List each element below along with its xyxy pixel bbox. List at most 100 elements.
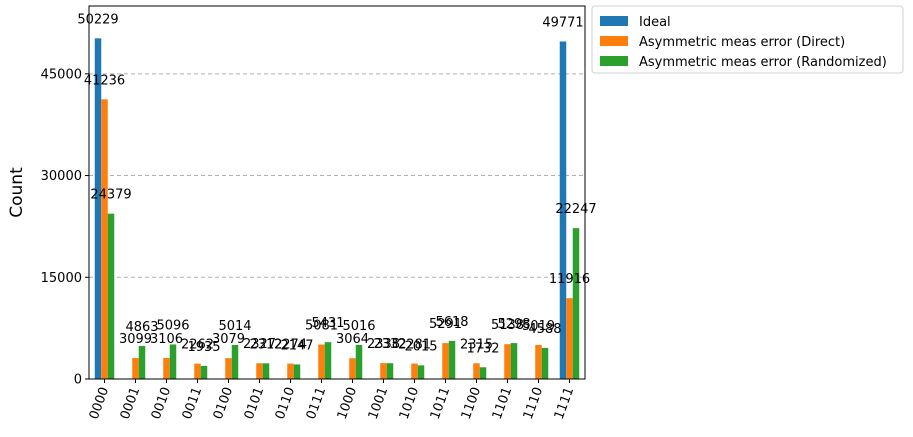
data-label: 50229 — [77, 12, 118, 27]
data-label: 41236 — [84, 73, 125, 88]
bar — [411, 363, 418, 379]
bar — [163, 357, 170, 379]
legend-box — [591, 5, 904, 74]
bar — [132, 357, 139, 379]
data-label: 3079 — [212, 332, 245, 347]
bar — [101, 99, 108, 380]
bar — [256, 363, 263, 379]
bar — [107, 213, 115, 379]
gridlines — [89, 73, 585, 278]
data-label: 5431 — [311, 316, 344, 331]
bar — [510, 343, 518, 379]
x-tick-label: 0111 — [304, 385, 329, 421]
x-tick-label: 1000 — [335, 385, 360, 421]
bar — [566, 298, 573, 379]
data-label: 5298 — [497, 317, 530, 332]
data-label: 2015 — [404, 339, 437, 354]
bar — [231, 344, 239, 379]
x-tick-label: 0010 — [149, 385, 174, 421]
bar — [380, 363, 387, 379]
bar — [349, 358, 356, 379]
x-tick-label: 1010 — [397, 385, 422, 421]
x-tick-label: 0101 — [242, 385, 267, 421]
x-tick-label: 1100 — [459, 385, 484, 421]
data-label: 3106 — [150, 332, 183, 347]
bar — [94, 38, 102, 380]
x-tick-label: 1001 — [366, 385, 391, 421]
data-label: 5016 — [342, 319, 375, 334]
x-tick-label: 0100 — [211, 385, 236, 421]
bar — [504, 344, 511, 379]
bar — [287, 363, 294, 379]
data-label: 5014 — [218, 319, 251, 334]
data-label: 5138 — [491, 318, 524, 333]
x-tick-label: 0011 — [180, 385, 205, 421]
bar — [535, 344, 542, 379]
bar — [572, 228, 580, 379]
data-label: 1732 — [466, 341, 499, 356]
bar — [448, 340, 456, 379]
y-tick-label: 45000 — [41, 67, 82, 82]
data-label: 5081 — [305, 319, 338, 334]
data-label: 5096 — [156, 318, 189, 333]
x-tick-label: 1111 — [552, 385, 577, 421]
y-axis: 0 15000 30000 45000 — [41, 67, 89, 388]
data-label: 2327 — [243, 337, 276, 352]
data-label: 24379 — [90, 188, 131, 203]
data-label: 3099 — [119, 332, 152, 347]
x-tick-label: 0001 — [118, 385, 143, 421]
bar — [442, 343, 449, 379]
x-axis: 0000 0001 0010 0011 0100 0101 0110 0111 1000 1001… — [87, 379, 577, 421]
legend-swatch — [600, 56, 628, 66]
x-tick-label: 1101 — [490, 385, 515, 421]
data-label: 5618 — [435, 315, 468, 330]
y-tick-label: 30000 — [41, 169, 82, 184]
bar — [479, 367, 487, 379]
bar — [169, 344, 177, 379]
data-label: 5019 — [522, 319, 555, 334]
legend-swatch — [600, 16, 628, 26]
legend-entry: Asymmetric meas error (Randomized) — [639, 55, 887, 70]
data-label: 3064 — [336, 332, 369, 347]
bar — [318, 344, 325, 379]
bar — [541, 347, 549, 379]
legend-entry: Ideal — [639, 15, 671, 30]
bar — [138, 346, 146, 379]
data-label: 22247 — [555, 202, 596, 217]
y-axis-label: Count — [7, 167, 27, 218]
x-tick-label: 1011 — [428, 385, 453, 421]
y-tick-label: 15000 — [41, 271, 82, 286]
bar — [355, 344, 363, 379]
data-label: 2147 — [280, 338, 313, 353]
bar — [417, 365, 425, 379]
bar — [324, 342, 332, 379]
x-tick-label: 1110 — [521, 385, 546, 421]
bars — [94, 38, 580, 380]
data-label: 2262 — [181, 338, 214, 353]
plot-frame — [88, 5, 586, 380]
data-label: 11916 — [549, 272, 590, 287]
bar — [386, 363, 394, 379]
legend-entry: Asymmetric meas error (Direct) — [639, 35, 845, 50]
bar — [200, 365, 208, 379]
bar — [225, 358, 232, 379]
data-label: 4588 — [528, 322, 561, 337]
legend-swatch — [600, 36, 628, 46]
data-label: 2338 — [367, 337, 400, 352]
bar — [559, 41, 567, 379]
bar — [473, 363, 480, 379]
x-tick-label: 0000 — [87, 385, 112, 421]
data-label: 1935 — [187, 340, 220, 355]
x-tick-label: 0110 — [273, 385, 298, 421]
bar — [194, 363, 201, 379]
data-label: 4863 — [125, 320, 158, 335]
legend: Ideal Asymmetric meas error (Direct) Asymm… — [591, 5, 904, 74]
data-label: 49771 — [542, 15, 583, 30]
data-label: 2274 — [274, 338, 307, 353]
bar — [293, 364, 301, 379]
data-label: 2332 — [373, 337, 406, 352]
data-label: 5291 — [429, 317, 462, 332]
y-tick-label: 0 — [74, 373, 82, 388]
